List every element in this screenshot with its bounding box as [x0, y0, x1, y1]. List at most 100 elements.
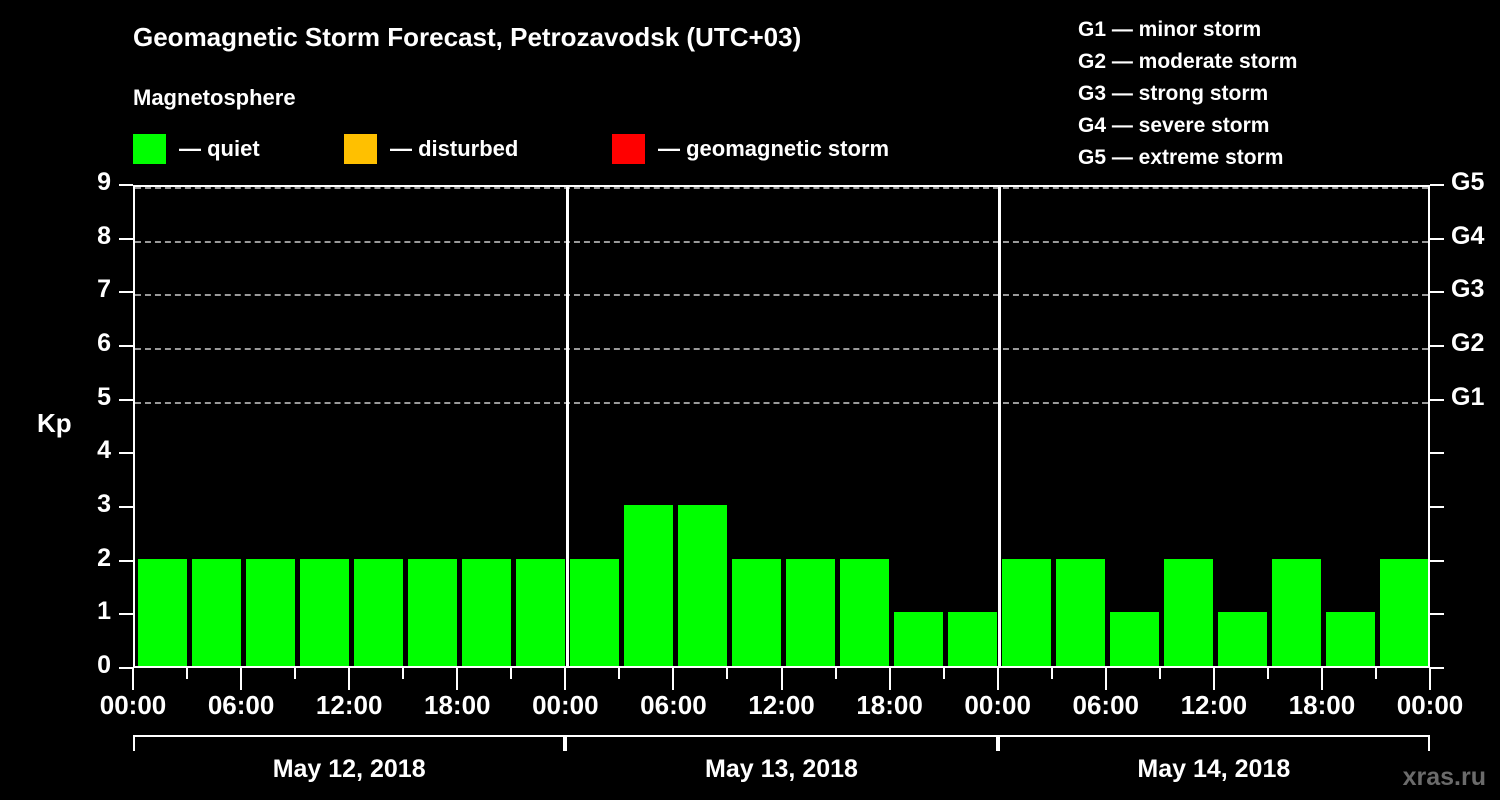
g-scale-legend: G1 — minor storm G2 — moderate storm G3 — … — [1078, 14, 1498, 174]
bar — [1164, 558, 1214, 666]
bar — [786, 558, 836, 666]
bar — [1218, 612, 1268, 666]
g-tick-mark-minor — [1430, 667, 1444, 669]
bar — [407, 558, 457, 666]
x-tick-mark-minor — [726, 668, 729, 679]
day-divider — [998, 187, 1002, 666]
x-tick-label: 12:00 — [315, 690, 383, 720]
x-tick-label: 18:00 — [856, 690, 923, 720]
bar — [515, 558, 565, 666]
y-tick-mark — [119, 667, 133, 669]
x-tick-label: 00:00 — [99, 690, 167, 720]
bar — [1110, 612, 1160, 666]
g-tick-label: G5 — [1451, 168, 1485, 196]
y-tick-mark — [119, 559, 133, 562]
x-tick-label: 12:00 — [748, 690, 815, 720]
gridline — [135, 240, 1428, 243]
x-tick-mark-minor — [510, 668, 513, 679]
x-tick-label: 00:00 — [964, 690, 1031, 720]
gridline — [135, 294, 1428, 297]
gridline — [135, 187, 1428, 189]
x-tick-mark-major — [132, 668, 134, 690]
bar — [353, 558, 403, 666]
y-tick-mark — [119, 398, 133, 401]
x-tick-mark-minor — [186, 668, 189, 679]
bar — [840, 558, 890, 666]
x-tick-mark-minor — [1050, 668, 1053, 679]
bar — [1272, 558, 1322, 666]
y-tick-label: 4 — [97, 436, 111, 465]
g-tick-mark-minor — [1430, 506, 1444, 508]
bar — [569, 558, 619, 666]
y-tick-mark — [119, 184, 133, 186]
bar — [1056, 558, 1106, 666]
x-tick-label: 18:00 — [424, 690, 491, 720]
gridline — [135, 348, 1428, 350]
x-tick-mark-major — [348, 668, 351, 690]
plot-inner — [135, 187, 1428, 666]
bar — [623, 505, 673, 666]
g-tick-mark — [1430, 184, 1444, 186]
x-tick-label: 06:00 — [1072, 690, 1140, 720]
legend-entry: — geomagnetic storm — [612, 132, 889, 166]
x-tick-mark-major — [456, 668, 459, 690]
y-tick-label: 8 — [97, 221, 111, 250]
g-tick-label: G4 — [1451, 221, 1485, 250]
day-bracket — [565, 735, 998, 751]
x-tick-mark-major — [1320, 668, 1323, 690]
page-title: Geomagnetic Storm Forecast, Petrozavodsk… — [133, 22, 802, 52]
bar — [299, 558, 349, 666]
x-tick-mark-major — [780, 668, 783, 690]
x-tick-mark-minor — [1374, 668, 1377, 679]
y-tick-label: 0 — [97, 651, 111, 679]
x-tick-mark-major — [1429, 668, 1431, 690]
y-tick-mark — [119, 237, 133, 240]
x-tick-label: 06:00 — [640, 690, 707, 720]
g-legend-row: G1 — minor storm — [1078, 18, 1262, 41]
x-tick-mark-major — [996, 668, 999, 690]
day-label: May 13, 2018 — [705, 755, 858, 783]
y-tick-mark — [119, 291, 133, 294]
x-tick-mark-minor — [1266, 668, 1269, 679]
g-tick-mark-minor — [1430, 559, 1444, 562]
legend-entry: — quiet — [133, 132, 260, 166]
g-legend-row: G2 — moderate storm — [1078, 50, 1298, 73]
bar — [1326, 612, 1376, 666]
bar — [1380, 558, 1428, 666]
bar — [894, 612, 944, 666]
day-label: May 12, 2018 — [272, 755, 426, 783]
y-tick-label: 6 — [97, 329, 111, 357]
g-legend-row: G3 — strong storm — [1078, 82, 1269, 105]
day-label: May 14, 2018 — [1137, 755, 1291, 783]
y-tick-label: 3 — [97, 490, 111, 518]
y-tick-mark — [119, 613, 133, 616]
x-tick-mark-minor — [834, 668, 837, 679]
y-tick-label: 5 — [97, 382, 111, 411]
bar — [1002, 558, 1052, 666]
g-legend-row: G5 — extreme storm — [1078, 146, 1284, 169]
legend-swatch-icon — [344, 134, 377, 164]
x-tick-mark-minor — [942, 668, 945, 679]
legend-label: — geomagnetic storm — [658, 136, 890, 161]
x-tick-mark-major — [1212, 668, 1215, 690]
x-tick-mark-major — [888, 668, 891, 690]
g-tick-mark — [1430, 237, 1444, 240]
legend-swatch-icon — [133, 134, 166, 164]
x-tick-label: 00:00 — [1396, 690, 1464, 720]
watermark: xras.ru — [1402, 763, 1486, 791]
x-tick-mark-minor — [618, 668, 621, 679]
x-tick-mark-major — [240, 668, 243, 690]
y-tick-label: 9 — [97, 168, 111, 196]
x-tick-label: 12:00 — [1180, 690, 1248, 720]
g-tick-label: G2 — [1451, 329, 1485, 357]
y-tick-mark — [119, 345, 133, 347]
bar — [677, 505, 727, 666]
bar — [461, 558, 511, 666]
x-tick-label: 18:00 — [1288, 690, 1356, 720]
y-tick-label: 2 — [97, 543, 111, 572]
g-tick-mark — [1430, 291, 1444, 294]
y-axis-title: Kp — [37, 408, 72, 438]
magnetosphere-label: Magnetosphere — [133, 85, 296, 110]
x-tick-mark-major — [1104, 668, 1107, 690]
g-tick-label: G1 — [1451, 382, 1485, 411]
